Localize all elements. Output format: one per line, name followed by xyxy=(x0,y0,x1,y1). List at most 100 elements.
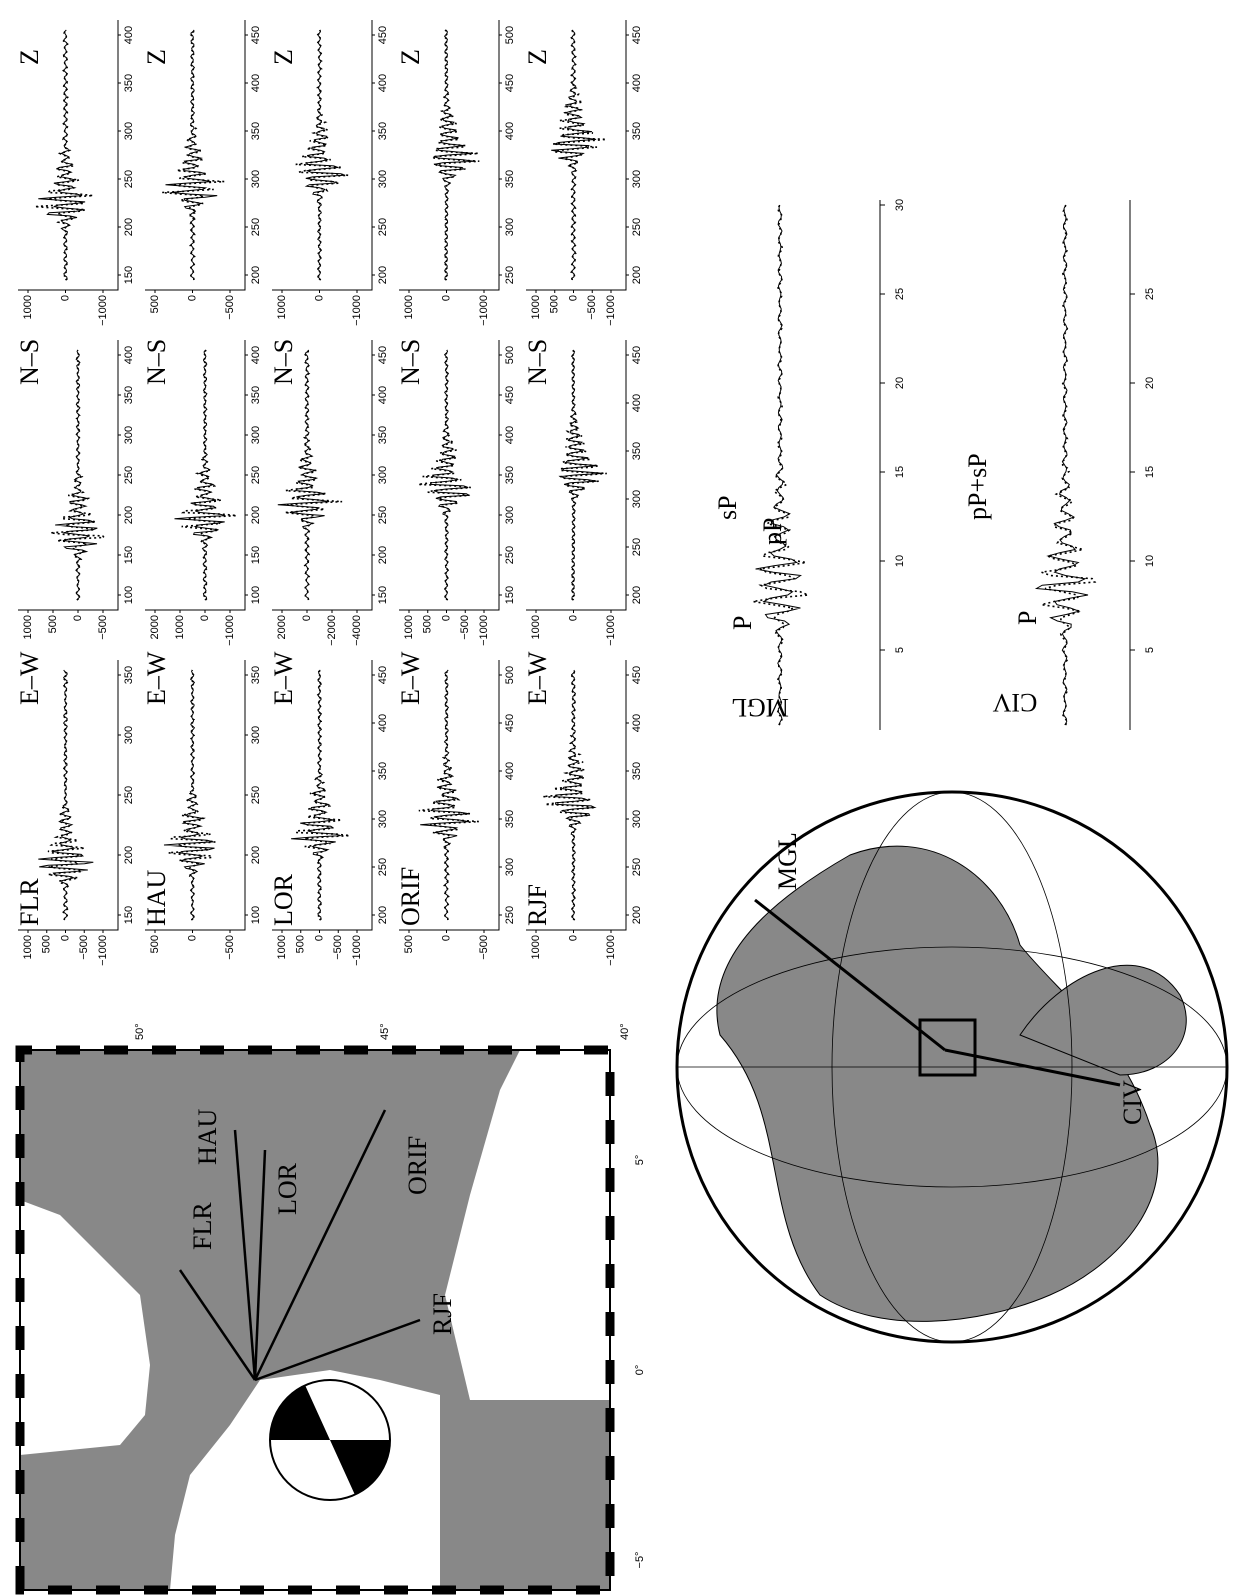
x-tick-label: 400 xyxy=(504,762,516,780)
x-tick-label: 300 xyxy=(631,490,643,508)
x-tick-label: 300 xyxy=(377,810,389,828)
y-tick-label: 1000 xyxy=(403,295,415,319)
map-sea xyxy=(20,1200,150,1455)
observed-trace xyxy=(38,669,94,921)
x-tick-label: 25 xyxy=(1144,288,1156,300)
observed-trace xyxy=(174,349,226,601)
panel-axes xyxy=(526,20,627,291)
y-tick-label: 500 xyxy=(295,935,307,953)
x-tick-label: 5 xyxy=(1144,647,1156,653)
y-tick-label: 500 xyxy=(149,295,161,313)
y-tick-label: −1000 xyxy=(351,295,363,326)
x-tick-label: 300 xyxy=(250,170,262,188)
x-tick-label: 300 xyxy=(123,426,135,444)
globe-station-label: CIV xyxy=(1118,1080,1147,1125)
synthetic-trace xyxy=(180,349,237,601)
observed-trace xyxy=(429,349,471,601)
map-station-label: HAU xyxy=(193,1108,222,1165)
x-tick-label: 250 xyxy=(123,786,135,804)
x-tick-label: 200 xyxy=(123,218,135,236)
y-tick-label: 0 xyxy=(313,295,325,301)
x-tick-label: 200 xyxy=(631,906,643,924)
y-tick-label: 0 xyxy=(186,935,198,941)
x-tick-label: 200 xyxy=(123,506,135,524)
observed-trace xyxy=(165,29,218,281)
panel-axes xyxy=(18,340,119,611)
x-tick-label: 200 xyxy=(377,266,389,284)
y-tick-label: −1000 xyxy=(351,935,363,966)
component-label: Z xyxy=(523,49,552,65)
x-tick-label: 250 xyxy=(250,466,262,484)
ray-arrow xyxy=(754,898,946,1052)
x-tick-label: 450 xyxy=(631,666,643,684)
component-label: Z xyxy=(142,49,171,65)
y-tick-label: 0 xyxy=(440,615,452,621)
synthetic-trace xyxy=(295,29,349,281)
y-tick-label: −1000 xyxy=(224,615,236,646)
panel-axes xyxy=(272,340,373,611)
x-tick-label: 450 xyxy=(504,74,516,92)
x-tick-label: 400 xyxy=(504,426,516,444)
x-tick-label: 250 xyxy=(250,786,262,804)
x-tick-label: 250 xyxy=(631,858,643,876)
x-tick-label: 450 xyxy=(631,346,643,364)
landscape: MGL CIV 50° 45° 40° −5° 0° 5° FLR HAU LOR ORIF RJF… xyxy=(15,20,1229,1595)
station-ray xyxy=(253,1149,267,1381)
x-tick-label: 250 xyxy=(504,266,516,284)
lon-label: 5° xyxy=(634,1155,646,1166)
synthetic-trace xyxy=(418,349,471,601)
y-tick-label: 500 xyxy=(149,935,161,953)
synthetic-trace xyxy=(430,29,480,281)
x-tick-label: 150 xyxy=(377,586,389,604)
station-ray xyxy=(178,1269,257,1381)
synthetic-trace xyxy=(168,669,216,921)
x-tick-label: 350 xyxy=(250,386,262,404)
y-tick-label: 0 xyxy=(567,295,579,301)
x-tick-label: 100 xyxy=(250,586,262,604)
component-label: Z xyxy=(269,49,298,65)
y-tick-label: 500 xyxy=(403,935,415,953)
y-tick-label: −1000 xyxy=(605,935,617,966)
x-tick-label: 250 xyxy=(123,170,135,188)
component-label: E–W xyxy=(15,651,44,705)
panel-axes xyxy=(18,660,119,931)
x-tick-label: 200 xyxy=(250,846,262,864)
component-label: E–W xyxy=(269,651,298,705)
map-station-label: RJF xyxy=(428,1293,457,1335)
synthetic-trace xyxy=(34,29,94,281)
x-tick-label: 350 xyxy=(631,122,643,140)
x-tick-label: 100 xyxy=(250,906,262,924)
y-tick-label: −500 xyxy=(224,935,236,960)
y-tick-label: 0 xyxy=(72,615,84,621)
y-tick-label: 0 xyxy=(59,295,71,301)
station-label: LOR xyxy=(269,873,298,926)
x-tick-label: 400 xyxy=(250,346,262,364)
panel-axes xyxy=(526,660,627,931)
x-tick-label: 250 xyxy=(377,218,389,236)
x-tick-label: 350 xyxy=(250,122,262,140)
phase-label: P xyxy=(728,616,757,630)
x-tick-label: 400 xyxy=(123,346,135,364)
y-tick-label: 1000 xyxy=(530,615,542,639)
x-tick-label: 5 xyxy=(894,647,906,653)
component-label: N–S xyxy=(269,339,298,385)
lat-label: 45° xyxy=(379,1023,391,1040)
y-tick-label: 0 xyxy=(440,935,452,941)
y-tick-label: −1000 xyxy=(605,615,617,646)
x-tick-label: 400 xyxy=(631,394,643,412)
synthetic-trace xyxy=(752,204,809,726)
panel-axes xyxy=(399,340,500,611)
x-tick-label: 300 xyxy=(250,726,262,744)
source-box xyxy=(918,1018,977,1077)
y-tick-label: 0 xyxy=(440,295,452,301)
y-tick-label: 1000 xyxy=(22,615,34,639)
y-tick-label: 1000 xyxy=(22,295,34,319)
y-tick-label: 0 xyxy=(567,935,579,941)
panel-axes xyxy=(399,660,500,931)
y-tick-label: −4000 xyxy=(351,615,363,646)
station-ray xyxy=(254,1318,421,1382)
x-tick-label: 300 xyxy=(123,726,135,744)
x-tick-label: 150 xyxy=(123,266,135,284)
y-tick-label: 1000 xyxy=(530,295,542,319)
y-tick-label: −2000 xyxy=(326,615,338,646)
